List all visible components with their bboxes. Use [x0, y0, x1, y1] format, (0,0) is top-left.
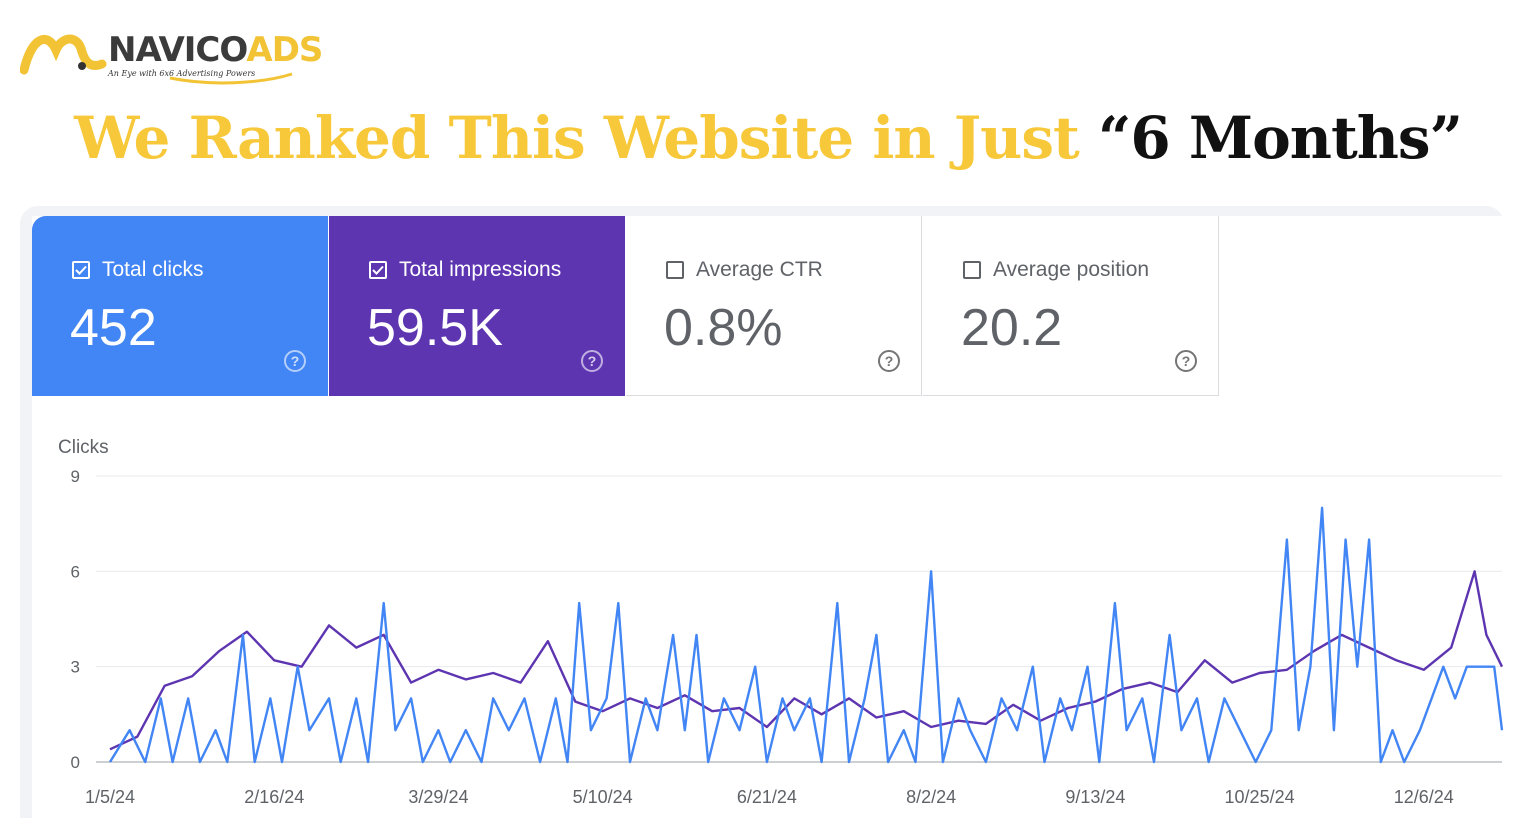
brand-name: NAVICOADS	[108, 30, 323, 70]
help-icon[interactable]: ?	[878, 350, 900, 372]
metric-label: Average CTR	[696, 258, 823, 281]
clicks-series-line	[108, 506, 1504, 764]
x-tick-label: 3/29/24	[408, 787, 468, 807]
x-tick-label: 10/25/24	[1225, 787, 1295, 807]
metric-value: 59.5K	[367, 299, 503, 357]
navicoads-logo-icon	[20, 34, 293, 85]
x-tick-label: 5/10/24	[573, 787, 633, 807]
metric-value: 452	[70, 299, 157, 357]
headline-emphasis: “6 Months”	[1097, 104, 1463, 172]
impressions-series-line	[109, 570, 1504, 751]
brand-tagline: An Eye with 6x6 Advertising Powers	[108, 69, 256, 78]
x-tick-label: 8/2/24	[906, 787, 956, 807]
x-tick-label: 2/16/24	[244, 787, 304, 807]
y-tick-label: 9	[71, 467, 80, 486]
metric-label: Average position	[993, 258, 1150, 281]
x-tick-label: 12/6/24	[1394, 787, 1454, 807]
y-axis-label: Clicks	[58, 437, 109, 458]
x-tick-label: 1/5/24	[85, 787, 135, 807]
help-icon[interactable]: ?	[284, 350, 306, 372]
help-icon[interactable]: ?	[1175, 350, 1197, 372]
headline-main: We Ranked This Website in Just	[74, 104, 1080, 172]
help-icon[interactable]: ?	[581, 350, 603, 372]
metric-card-average-ctr[interactable]: Average CTR 0.8% ?	[626, 216, 922, 396]
y-tick-label: 6	[71, 562, 80, 581]
x-tick-label: 9/13/24	[1065, 787, 1125, 807]
checkbox-unchecked-icon[interactable]	[666, 261, 684, 279]
metric-card-average-position[interactable]: Average position 20.2 ?	[923, 216, 1219, 396]
metric-value: 0.8%	[664, 299, 783, 357]
headline: We Ranked This Website in Just “6 Months…	[0, 104, 1536, 172]
y-tick-label: 3	[71, 658, 80, 677]
y-tick-label: 0	[71, 753, 80, 772]
checkbox-checked-icon[interactable]	[72, 261, 90, 279]
metric-card-total-clicks[interactable]: Total clicks 452 ?	[32, 216, 328, 396]
metric-card-total-impressions[interactable]: Total impressions 59.5K ?	[329, 216, 625, 396]
x-tick-label: 6/21/24	[737, 787, 797, 807]
metric-label: Total clicks	[102, 258, 204, 281]
checkbox-checked-icon[interactable]	[369, 261, 387, 279]
metric-label: Total impressions	[399, 258, 562, 281]
metric-value: 20.2	[961, 299, 1063, 357]
checkbox-unchecked-icon[interactable]	[963, 261, 981, 279]
